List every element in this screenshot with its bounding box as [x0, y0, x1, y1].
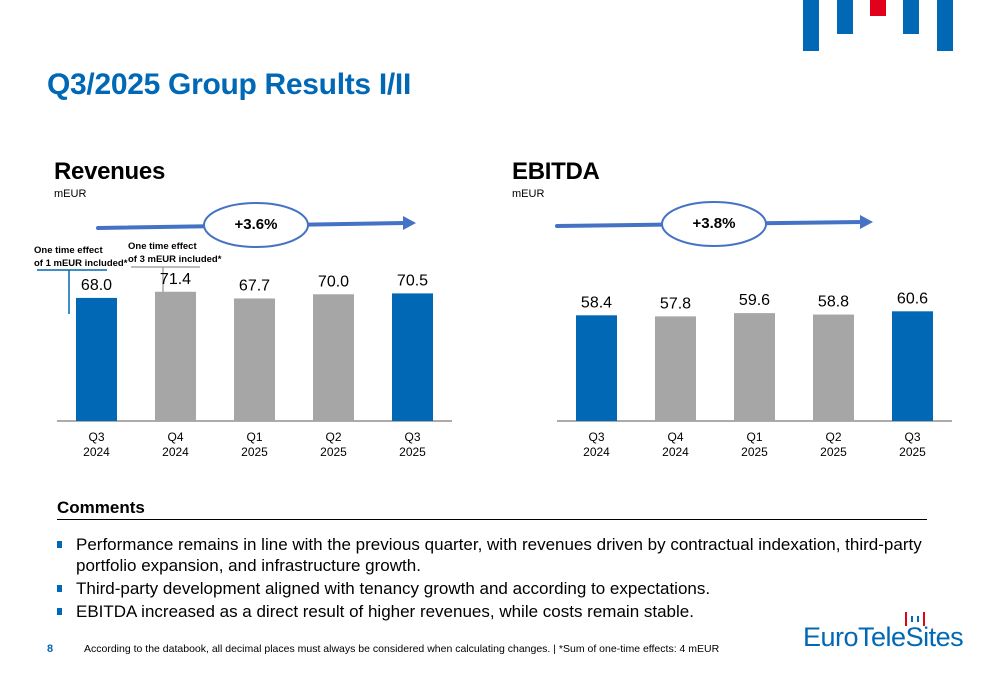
revenues-title: Revenues: [54, 158, 165, 185]
ebitda-title: EBITDA: [512, 158, 600, 185]
ebitda-bar: [892, 311, 933, 421]
ebitda-category-year: 2025: [741, 445, 768, 459]
revenues-value-label: 71.4: [160, 271, 191, 288]
revenues-bar: [155, 291, 196, 421]
bullet-icon: [57, 608, 62, 615]
revenues-value-label: 68.0: [81, 277, 112, 294]
ebitda-value-label: 57.8: [660, 295, 691, 312]
ebitda-category-year: 2025: [820, 445, 847, 459]
page-title: Q3/2025 Group Results I/II: [47, 68, 411, 101]
revenues-category-year: 2024: [83, 445, 110, 459]
revenues-category-label: Q3: [404, 430, 420, 444]
ebitda-category-year: 2025: [899, 445, 926, 459]
comments-title: Comments: [57, 498, 145, 517]
note-line-2: of 1 mEUR included*: [34, 258, 128, 269]
note-line-1: One time effect: [34, 245, 103, 256]
revenues-category-label: Q2: [325, 430, 341, 444]
comment-item: Third-party development aligned with ten…: [57, 578, 937, 599]
revenues-category-label: Q3: [88, 430, 104, 444]
revenues-category-year: 2024: [162, 445, 189, 459]
brand-signal-icon: [905, 612, 925, 626]
ebitda-value-label: 59.6: [739, 292, 770, 309]
note-line-2: of 3 mEUR included*: [128, 254, 222, 265]
revenues-bar: [76, 297, 117, 421]
ebitda-category-label: Q2: [825, 430, 841, 444]
ebitda-category-year: 2024: [662, 445, 689, 459]
one-time-effect-note-q4-2024: One time effect of 3 mEUR included*: [128, 240, 221, 266]
footer-note: According to the databook, all decimal p…: [84, 643, 720, 655]
ebitda-value-label: 58.4: [581, 294, 612, 311]
revenues-chart: 68.0Q3202471.4Q4202467.7Q1202570.0Q22025…: [57, 271, 452, 459]
revenues-bar: [392, 293, 433, 421]
ebitda-category-label: Q4: [667, 430, 683, 444]
bullet-icon: [57, 541, 62, 548]
ebitda-chart: 58.4Q3202457.8Q4202459.6Q1202558.8Q22025…: [557, 290, 952, 459]
ebitda-category-label: Q3: [588, 430, 604, 444]
eurotelesites-bars-icon: [0, 0, 1000, 60]
bullet-icon: [57, 585, 62, 592]
revenues-growth-label: +3.6%: [234, 216, 278, 233]
revenues-value-label: 70.5: [397, 272, 428, 289]
revenues-category-label: Q4: [167, 430, 183, 444]
note-line-1: One time effect: [128, 241, 197, 252]
ebitda-growth-arrow: [555, 201, 873, 247]
revenues-growth-arrow: [96, 202, 416, 248]
revenues-category-year: 2025: [320, 445, 347, 459]
ebitda-bar: [734, 313, 775, 421]
revenues-unit: mEUR: [54, 188, 87, 200]
revenues-value-label: 67.7: [239, 277, 270, 294]
revenues-category-year: 2025: [399, 445, 426, 459]
ebitda-bar: [576, 315, 617, 421]
note-connectors: [37, 266, 200, 314]
ebitda-category-label: Q1: [746, 430, 762, 444]
brand-logo: EuroTeleSites: [803, 622, 964, 652]
ebitda-bar: [655, 316, 696, 421]
revenues-category-label: Q1: [246, 430, 262, 444]
ebitda-unit: mEUR: [512, 188, 545, 200]
page-number: 8: [47, 643, 54, 655]
comment-item: EBITDA increased as a direct result of h…: [57, 601, 937, 622]
ebitda-category-label: Q3: [904, 430, 920, 444]
ebitda-growth-label: +3.8%: [692, 215, 736, 232]
revenues-bar: [234, 298, 275, 421]
revenues-category-year: 2025: [241, 445, 268, 459]
comment-item: Performance remains in line with the pre…: [57, 534, 937, 576]
revenues-value-label: 70.0: [318, 273, 349, 290]
ebitda-category-year: 2024: [583, 445, 610, 459]
ebitda-value-label: 58.8: [818, 294, 849, 311]
one-time-effect-note-q3-2024: One time effect of 1 mEUR included*: [34, 244, 127, 270]
ebitda-value-label: 60.6: [897, 290, 928, 307]
comments-divider: [57, 519, 927, 520]
revenues-bar: [313, 294, 354, 421]
ebitda-bar: [813, 314, 854, 421]
growth-arrows: [96, 201, 873, 248]
